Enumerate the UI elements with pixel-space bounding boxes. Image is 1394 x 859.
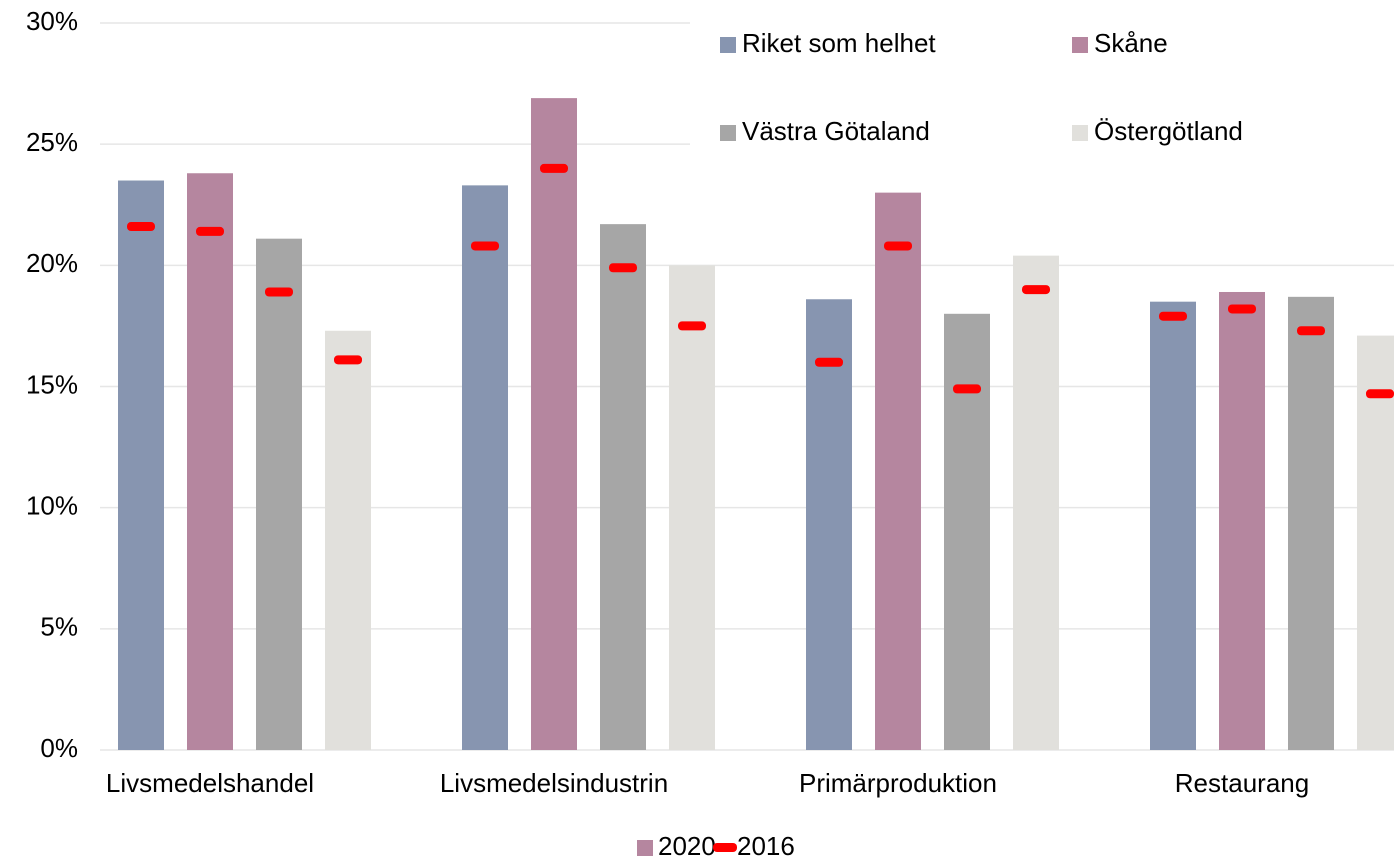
legend-label: Östergötland [1094, 116, 1243, 146]
legend-swatch [637, 840, 653, 856]
bar [256, 238, 302, 750]
y-tick-label: 10% [26, 491, 78, 521]
bar [462, 185, 508, 750]
x-tick-label: Primärproduktion [799, 768, 997, 798]
y-tick-label: 0% [40, 733, 78, 763]
marker-2016 [1297, 326, 1325, 336]
bar [325, 330, 371, 750]
bar [187, 173, 233, 750]
marker-2016 [1366, 389, 1394, 399]
marker-2016 [953, 384, 981, 394]
bar [1219, 291, 1265, 750]
marker-2016 [540, 163, 568, 173]
marker-2016 [1022, 285, 1050, 295]
marker-2016 [1228, 304, 1256, 314]
bar [875, 192, 921, 751]
marker-2016 [1159, 311, 1187, 321]
legend-swatch [1072, 125, 1088, 141]
bar [1150, 301, 1196, 750]
y-tick-label: 20% [26, 248, 78, 278]
legend-label: Riket som helhet [742, 28, 936, 58]
legend-label: Skåne [1094, 28, 1168, 58]
bar [531, 98, 577, 750]
legend-swatch [1072, 37, 1088, 53]
x-tick-label: Livsmedelshandel [106, 768, 314, 798]
legend-swatch [720, 37, 736, 53]
legend-swatch [720, 125, 736, 141]
marker-2016 [127, 222, 155, 232]
legend-label: 2016 [737, 831, 795, 859]
legend-background [690, 0, 1394, 160]
bar [1288, 296, 1334, 750]
marker-2016 [678, 321, 706, 331]
marker-2016 [884, 241, 912, 251]
y-tick-label: 15% [26, 369, 78, 399]
y-tick-label: 25% [26, 127, 78, 157]
marker-2016 [265, 287, 293, 297]
y-tick-label: 30% [26, 6, 78, 36]
x-tick-label: Restaurang [1175, 768, 1309, 798]
bar [944, 313, 990, 750]
bar [806, 299, 852, 750]
legend-label: 2020 [658, 831, 716, 859]
marker-2016 [471, 241, 499, 251]
bar [1013, 255, 1059, 750]
bar [669, 265, 715, 750]
y-tick-label: 5% [40, 612, 78, 642]
marker-2016 [334, 355, 362, 365]
x-tick-label: Livsmedelsindustrin [440, 768, 668, 798]
bar [118, 180, 164, 750]
bar [600, 224, 646, 751]
legend-label: Västra Götaland [742, 116, 930, 146]
marker-2016 [815, 357, 843, 367]
marker-2016 [609, 263, 637, 273]
bar [1357, 335, 1394, 750]
legend-swatch [713, 843, 737, 852]
marker-2016 [196, 226, 224, 236]
